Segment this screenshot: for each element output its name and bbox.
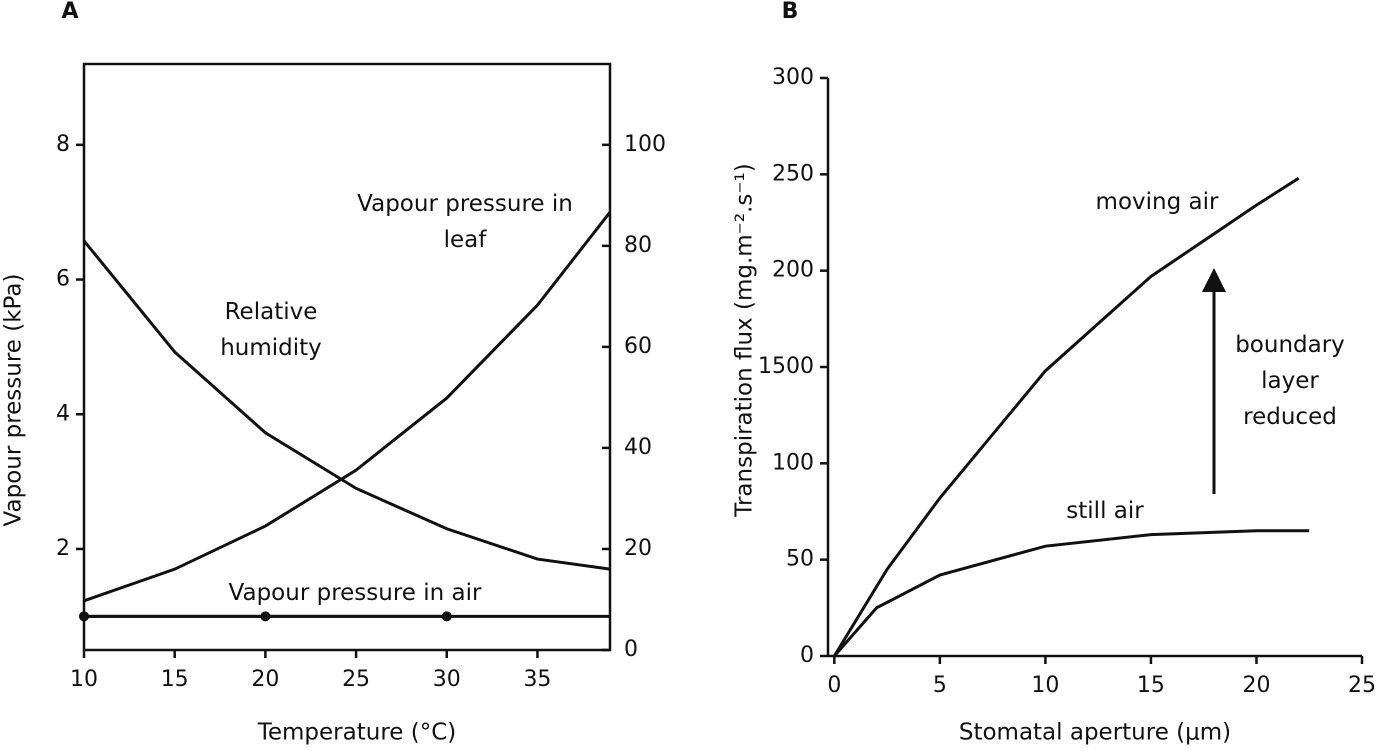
x-tick-label: 5: [933, 673, 947, 698]
y2-tick-label: 100: [624, 132, 666, 157]
x-tick-label: 35: [523, 667, 551, 692]
x-tick-label: 10: [70, 667, 98, 692]
y-tick-label: 6: [56, 267, 70, 292]
y2-tick-label: 20: [624, 536, 652, 561]
x-tick-label: 10: [1031, 673, 1059, 698]
x-tick-label: 25: [1348, 673, 1376, 698]
annotation: boundary layer reduced: [1235, 332, 1345, 430]
y2-tick-label: 0: [624, 637, 638, 662]
x-axis-title: Temperature (°C): [257, 720, 457, 746]
y2-tick-label: 40: [624, 435, 652, 460]
y-tick-label: 100: [772, 450, 814, 475]
point: [260, 611, 271, 622]
x-tick-label: 20: [251, 667, 279, 692]
x-tick-label: 30: [433, 667, 461, 692]
y-tick-label: 0: [800, 643, 814, 668]
y-tick-label: 300: [772, 65, 814, 90]
x-tick-label: 20: [1242, 673, 1270, 698]
y-tick-label: 200: [772, 258, 814, 283]
series-label: still air: [1066, 498, 1144, 524]
y-tick-label: 50: [786, 547, 814, 572]
arrow-head: [1202, 268, 1226, 292]
x-axis-title: Stomatal aperture (μm): [959, 720, 1231, 746]
y-tick-label: 8: [56, 132, 70, 157]
y2-tick-label: 80: [624, 233, 652, 258]
y2-tick-label: 60: [624, 334, 652, 359]
series-line: [83, 211, 612, 603]
series-line: [833, 529, 1310, 657]
x-tick-label: 25: [342, 667, 370, 692]
series-label: Vapour pressure in leaf: [357, 191, 573, 253]
point: [79, 611, 89, 622]
y-axis-title: Vapour pressure (kPa): [1, 274, 27, 527]
series-label: Relative humidity: [220, 299, 322, 361]
point: [441, 611, 452, 622]
y-tick-label: 250: [772, 161, 814, 186]
series-line: [833, 176, 1300, 657]
x-tick-label: 15: [161, 667, 189, 692]
series-label: Vapour pressure in air: [228, 580, 482, 606]
x-tick-label: 0: [827, 673, 841, 698]
y-tick-label: 4: [56, 401, 70, 426]
series-label: moving air: [1095, 189, 1219, 215]
series-line: [82, 239, 611, 571]
y-axis-title: Transpiration flux (mg.m⁻².s⁻¹): [732, 163, 758, 517]
plot-frame: [82, 62, 612, 652]
x-tick-label: 15: [1137, 673, 1165, 698]
y-tick-label: 1500: [758, 354, 814, 379]
panel-label: B: [782, 0, 799, 24]
y-tick-label: 2: [56, 536, 70, 561]
panel-label: A: [61, 0, 78, 24]
